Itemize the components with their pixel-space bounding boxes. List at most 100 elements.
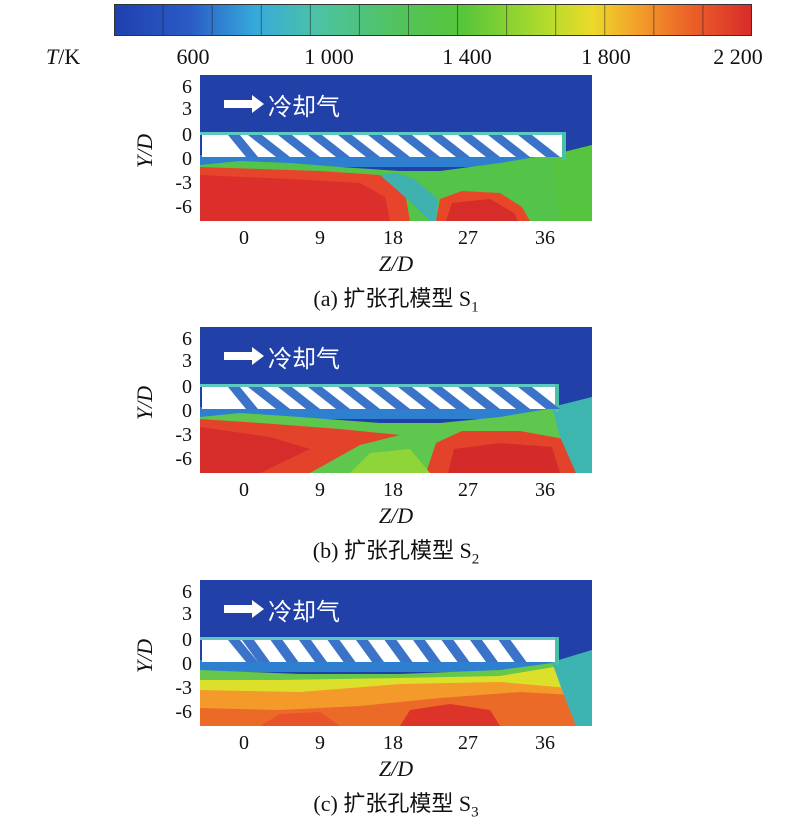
- x-tick: 36: [535, 227, 555, 249]
- caption-subscript: 1: [471, 299, 479, 316]
- temperature-contour: [200, 580, 592, 726]
- panel-b: 冷却气 6 3 0 0 -3 -6 0 9 18 27 36 Z/D Y/D (b) 扩张孔模型 S2: [0, 327, 800, 587]
- film-layer: [200, 407, 592, 419]
- film-hole: [384, 640, 413, 662]
- film-hole: [498, 640, 527, 662]
- colorbar-tick: 1 000: [304, 44, 354, 69]
- x-axis-symbol: Z: [378, 756, 392, 781]
- y-tick: -3: [175, 424, 192, 446]
- temperature-zone: [380, 173, 438, 221]
- temperature-zone: [400, 704, 500, 726]
- x-tick: 0: [239, 479, 249, 501]
- film-hole: [458, 135, 500, 157]
- temperature-zone: [200, 175, 390, 221]
- plate-edge: [200, 384, 557, 387]
- y-tick: 0: [182, 124, 192, 146]
- plate-edge: [200, 637, 557, 640]
- y-tick: 0: [182, 376, 192, 398]
- film-hole: [368, 387, 410, 409]
- y-tick: 0: [182, 629, 192, 651]
- film-hole: [413, 640, 441, 662]
- y-tick: -6: [175, 701, 192, 723]
- y-tick: 3: [182, 98, 192, 120]
- panel-caption: (b) 扩张孔模型 S2: [313, 533, 479, 568]
- film-hole: [428, 135, 470, 157]
- panel-c: 冷却气 6 3 0 0 -3 -6 0 9 18 27 36 Z/D Y/D (c) 扩张孔模型 S3: [0, 580, 800, 840]
- caption-subscript: 2: [471, 551, 480, 568]
- y-tick: -6: [175, 196, 192, 218]
- colorbar-symbol: T: [46, 44, 59, 69]
- colorbar-tick: 600: [176, 44, 210, 69]
- x-axis-label: Z/D: [379, 503, 413, 529]
- colorbar-unit: /K: [58, 44, 81, 69]
- y-axis-label: Y/D: [130, 606, 160, 706]
- film-hole: [458, 387, 500, 409]
- film-layer: [200, 660, 592, 672]
- y-axis-label: Y/D: [130, 101, 160, 201]
- x-axis-label: Z/D: [379, 756, 413, 782]
- film-hole: [356, 640, 384, 662]
- film-hole: [228, 135, 258, 157]
- y-tick: 3: [182, 603, 192, 625]
- flow-label: 冷却气: [268, 93, 340, 121]
- film-hole: [368, 135, 410, 157]
- x-tick: 0: [239, 732, 249, 754]
- x-tick: 18: [383, 227, 403, 249]
- y-tick: 3: [182, 350, 192, 372]
- x-tick: 9: [315, 227, 325, 249]
- temperature-zone: [200, 662, 560, 680]
- film-hole: [228, 640, 258, 662]
- caption-subscript: 3: [471, 804, 479, 821]
- x-axis-divisor: /D: [391, 251, 414, 276]
- colorbar-tick: 1 400: [442, 44, 492, 69]
- temperature-zone: [552, 397, 592, 473]
- temperature-field: [200, 75, 592, 221]
- colorbar-gradient: [114, 4, 752, 36]
- film-hole: [488, 135, 530, 157]
- y-tick: 6: [182, 328, 192, 350]
- flow-arrow-icon: [224, 600, 266, 623]
- film-hole: [299, 640, 327, 662]
- y-tick: -3: [175, 172, 192, 194]
- temperature-zone: [260, 712, 340, 726]
- y-tick: 6: [182, 581, 192, 603]
- x-axis-label: Z/D: [379, 251, 413, 277]
- temperature-contour: [200, 75, 592, 221]
- x-tick: 18: [383, 479, 403, 501]
- x-axis-divisor: /D: [391, 503, 414, 528]
- colorbar-ticks: 600 1 000 1 400 1 800 2 200: [0, 44, 800, 70]
- temperature-zone: [552, 650, 592, 726]
- flow-arrow-icon: [224, 95, 266, 118]
- temperature-zone: [200, 427, 310, 473]
- flow-label: 冷却气: [268, 345, 340, 373]
- film-hole: [327, 640, 356, 662]
- x-tick: 36: [535, 732, 555, 754]
- film-hole: [248, 135, 290, 157]
- temperature-field: [200, 580, 592, 726]
- film-hole: [248, 387, 290, 409]
- temperature-contour: [200, 327, 592, 473]
- panel-caption: (c) 扩张孔模型 S3: [313, 786, 478, 821]
- panel-a: 冷却气 6 3 0 0 -3 -6 0 9 18 27 36 Z/D Y/D (a) 扩张孔模型 S1: [0, 75, 800, 335]
- y-axis-text: Y/D: [132, 385, 157, 421]
- y-axis-text: Y/D: [132, 133, 157, 169]
- temperature-field: [200, 327, 592, 473]
- x-axis-divisor: /D: [391, 756, 414, 781]
- plate-edge: [555, 637, 559, 665]
- x-tick: 27: [458, 479, 478, 501]
- panel-caption: (a) 扩张孔模型 S1: [313, 281, 478, 316]
- film-hole: [398, 387, 440, 409]
- film-hole: [270, 640, 299, 662]
- film-hole: [228, 387, 258, 409]
- x-tick: 9: [315, 479, 325, 501]
- y-tick: 6: [182, 76, 192, 98]
- colorbar: [114, 4, 752, 36]
- x-tick: 0: [239, 227, 249, 249]
- temperature-zone: [350, 449, 430, 473]
- x-tick: 9: [315, 732, 325, 754]
- x-axis-symbol: Z: [378, 503, 392, 528]
- film-hole: [470, 640, 498, 662]
- film-hole: [398, 135, 440, 157]
- y-axis-label: Y/D: [130, 353, 160, 453]
- film-hole: [428, 387, 470, 409]
